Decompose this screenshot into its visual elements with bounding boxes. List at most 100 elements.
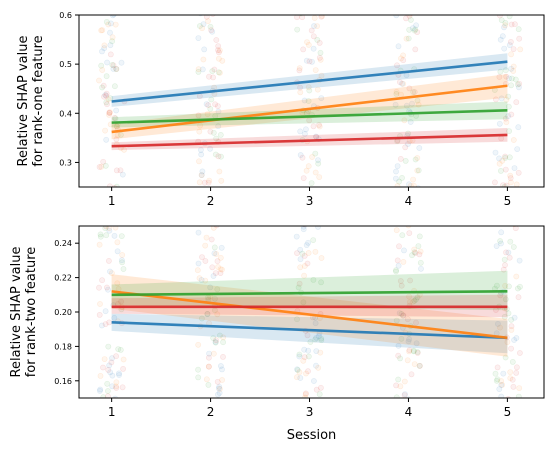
scatter-point [395,376,402,383]
scatter-point [414,29,421,35]
scatter-point [401,117,408,124]
scatter-point [412,156,419,163]
scatter-point [215,108,222,115]
scatter-point [303,370,309,377]
scatter-point [415,101,422,108]
scatter-point [300,175,307,181]
scatter-point [115,346,122,352]
scatter-point [297,375,304,381]
scatter-point [502,22,508,29]
scatter-point [104,284,110,291]
scatter-point [205,102,212,108]
scatter-point [405,338,412,345]
scatter-point [513,99,520,106]
scatter-point [415,185,421,187]
scatter-point [515,169,522,176]
scatter-point [202,219,207,224]
scatter-point [200,56,207,63]
scatter-point [102,308,109,315]
scatter-point [406,85,413,92]
scatter-point [302,126,309,133]
scatter-point [300,226,307,230]
scatter-point [404,316,411,323]
scatter-point [195,69,202,75]
scatter-point [106,257,112,264]
scatter-point [297,264,304,271]
scatter-point [411,27,418,34]
scatter-point [510,63,517,70]
scatter-point [211,295,218,302]
scatter-point [205,363,212,370]
scatter-point [406,336,413,343]
scatter-point [393,267,399,274]
scatter-point [515,26,522,33]
scatter-point [516,257,523,264]
scatter-point [502,19,509,26]
scatter-point [505,396,511,398]
scatter-point [309,154,315,160]
scatter-point [214,258,221,265]
scatter-point [102,162,109,169]
scatter-point [315,160,322,167]
scatter-point [214,286,221,293]
scatter-point [410,347,417,354]
scatter-point [97,386,104,393]
scatter-point [113,167,120,174]
scatter-point [217,131,224,138]
scatter-point [119,259,125,266]
scatter-point [508,345,514,352]
y-axis-label: Relative SHAP valuefor rank-one feature [16,35,46,166]
scatter-point [213,37,220,43]
scatter-point [412,296,419,303]
scatter-point [317,56,324,63]
scatter-point [399,80,405,87]
scatter-point [506,254,513,261]
y-axis-label: Relative SHAP valuefor rank-two feature [9,247,39,378]
scatter-point [105,393,111,398]
scatter-point [206,177,213,184]
scatter-point [514,220,519,225]
scatter-point [214,391,221,398]
scatter-point [399,232,406,239]
scatter-point [393,227,400,234]
scatter-point [414,155,421,161]
scatter-point [308,186,312,187]
scatter-point [293,374,300,381]
scatter-point [99,27,106,34]
scatter-point [114,132,121,139]
scatter-point [205,381,212,388]
scatter-point [517,350,523,356]
scatter-point [214,103,221,109]
scatter-point [314,86,321,93]
series-line-1 [111,290,508,340]
x-axis-label: Session [287,428,337,443]
scatter-point [507,238,514,245]
scatter-point [402,144,409,151]
scatter-point [112,21,119,28]
scatter-point [107,109,113,115]
scatter-point [412,46,419,53]
scatter-point [508,65,514,72]
scatter-point [496,120,503,127]
scatter-point [395,262,402,269]
scatter-point [97,233,104,240]
scatter-point [302,390,309,397]
scatter-point [513,181,520,187]
scatter-point [117,8,122,13]
scatter-point [208,236,215,243]
scatter-point [412,250,419,256]
scatter-point [501,45,508,52]
scatter-point [498,188,503,193]
scatter-point [496,74,503,80]
scatter-point [496,155,502,162]
scatter-point [205,179,212,186]
scatter-point [294,26,301,33]
scatter-point [509,376,516,383]
scatter-point [318,279,324,286]
scatter-point [204,111,211,117]
scatter-point [405,35,412,42]
scatter-point [107,29,113,36]
scatter-point [105,366,112,373]
scatter-point [108,359,115,366]
scatter-point [296,353,303,360]
